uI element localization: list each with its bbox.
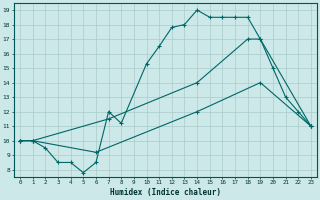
X-axis label: Humidex (Indice chaleur): Humidex (Indice chaleur) <box>110 188 221 197</box>
